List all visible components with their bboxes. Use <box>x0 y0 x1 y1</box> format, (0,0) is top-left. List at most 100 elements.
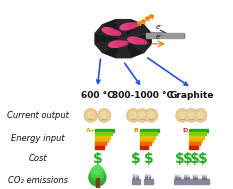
Ellipse shape <box>127 108 140 122</box>
Ellipse shape <box>100 111 108 119</box>
Polygon shape <box>95 20 151 58</box>
Bar <box>95 139 108 142</box>
Ellipse shape <box>179 175 180 177</box>
Bar <box>136 177 138 179</box>
Bar <box>140 136 155 139</box>
Bar <box>96 178 99 188</box>
Bar <box>175 176 177 179</box>
Polygon shape <box>116 20 131 39</box>
Text: $: $ <box>190 152 200 166</box>
Text: $: $ <box>183 152 192 166</box>
Bar <box>88 119 93 120</box>
Polygon shape <box>123 39 151 53</box>
Bar <box>140 132 157 135</box>
Ellipse shape <box>145 175 147 176</box>
Ellipse shape <box>136 175 138 177</box>
Ellipse shape <box>144 108 158 122</box>
Bar <box>145 33 184 38</box>
Bar <box>140 142 151 145</box>
Text: Energy input: Energy input <box>11 134 65 143</box>
Text: Current output: Current output <box>7 112 69 120</box>
Bar <box>140 129 159 132</box>
Bar <box>205 177 206 179</box>
Bar <box>140 146 148 149</box>
Text: e⁻: e⁻ <box>156 35 164 40</box>
Text: B: B <box>134 128 138 133</box>
Ellipse shape <box>133 175 135 176</box>
Bar <box>189 146 198 149</box>
Ellipse shape <box>205 176 206 177</box>
Bar <box>149 115 154 119</box>
Text: Cost: Cost <box>29 154 48 163</box>
Ellipse shape <box>185 108 198 122</box>
Ellipse shape <box>93 165 102 174</box>
Text: 800-1000 °C: 800-1000 °C <box>112 91 173 100</box>
Bar <box>184 176 186 179</box>
Text: $: $ <box>198 152 207 166</box>
Bar <box>198 115 203 119</box>
Bar <box>102 115 107 119</box>
Ellipse shape <box>187 176 188 177</box>
Ellipse shape <box>188 175 189 177</box>
Ellipse shape <box>109 30 121 35</box>
Ellipse shape <box>87 111 94 119</box>
Bar <box>149 119 154 120</box>
Ellipse shape <box>203 175 204 176</box>
Bar <box>189 119 194 120</box>
Bar <box>196 177 198 179</box>
Bar <box>180 115 185 119</box>
Bar <box>178 177 180 179</box>
Text: $: $ <box>144 152 154 166</box>
Ellipse shape <box>102 28 117 35</box>
Bar <box>187 177 188 179</box>
Bar <box>174 179 182 184</box>
Ellipse shape <box>120 23 135 30</box>
Bar <box>144 179 153 184</box>
Ellipse shape <box>130 111 137 119</box>
Bar <box>140 115 145 119</box>
Polygon shape <box>95 25 123 39</box>
Bar <box>198 119 203 120</box>
Ellipse shape <box>146 174 147 176</box>
Ellipse shape <box>206 175 207 177</box>
Bar <box>192 179 200 184</box>
Bar <box>193 176 195 179</box>
Bar <box>95 136 110 139</box>
Bar <box>95 142 106 145</box>
Bar <box>189 132 206 135</box>
Ellipse shape <box>196 176 198 177</box>
Bar <box>201 179 209 184</box>
Text: 600 °C: 600 °C <box>81 91 114 100</box>
Ellipse shape <box>149 175 151 176</box>
Bar <box>132 179 140 184</box>
Ellipse shape <box>178 176 180 177</box>
Ellipse shape <box>147 111 155 119</box>
Ellipse shape <box>176 175 177 176</box>
Text: A+: A+ <box>86 128 96 133</box>
Bar <box>95 146 104 149</box>
Bar <box>189 115 194 119</box>
Bar <box>180 119 185 120</box>
Bar <box>145 176 147 179</box>
Bar <box>131 115 136 119</box>
Ellipse shape <box>109 41 124 47</box>
Ellipse shape <box>184 175 186 177</box>
Polygon shape <box>95 39 123 53</box>
Bar <box>131 119 136 120</box>
Ellipse shape <box>89 169 106 186</box>
Bar <box>149 177 150 179</box>
Ellipse shape <box>194 175 195 176</box>
Ellipse shape <box>202 175 204 177</box>
Ellipse shape <box>185 175 186 176</box>
Bar <box>189 129 208 132</box>
Bar <box>183 179 191 184</box>
Text: $: $ <box>175 152 185 166</box>
Polygon shape <box>116 39 131 58</box>
Bar <box>140 119 145 120</box>
Ellipse shape <box>135 108 149 122</box>
Ellipse shape <box>149 175 150 177</box>
Bar <box>140 139 153 142</box>
Ellipse shape <box>188 111 195 119</box>
Bar <box>202 176 203 179</box>
Bar <box>189 142 200 145</box>
